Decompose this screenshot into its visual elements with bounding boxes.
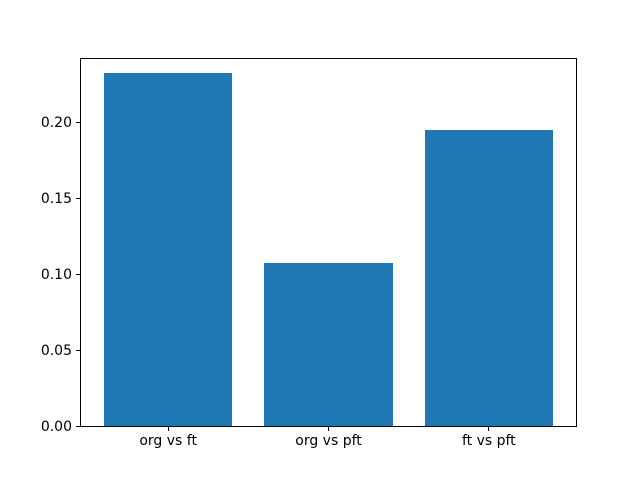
y-tick-label: 0.10	[40, 267, 72, 284]
x-tick-label: ft vs pft	[461, 433, 516, 449]
bar-ft-vs-pft	[424, 129, 553, 426]
plot-area	[80, 58, 577, 427]
y-tick-label: 0.05	[40, 343, 72, 359]
y-tick-label: 0.15	[40, 191, 72, 208]
x-tick-mark	[167, 427, 169, 431]
x-tick-label: org vs pft	[295, 433, 362, 449]
bar-org-vs-pft	[264, 263, 393, 426]
x-tick-mark	[488, 427, 490, 431]
y-tick-label: 0.20	[40, 115, 72, 132]
y-tick-mark	[76, 350, 80, 351]
y-tick-mark	[76, 274, 80, 276]
y-tick-mark	[76, 122, 80, 124]
y-tick-mark	[76, 198, 80, 200]
x-tick-mark	[328, 427, 329, 431]
bar-org-vs-ft	[104, 73, 233, 426]
x-tick-label: org vs ft	[139, 433, 197, 449]
y-tick-label: 0.00	[40, 419, 72, 435]
y-tick-mark	[76, 426, 80, 427]
